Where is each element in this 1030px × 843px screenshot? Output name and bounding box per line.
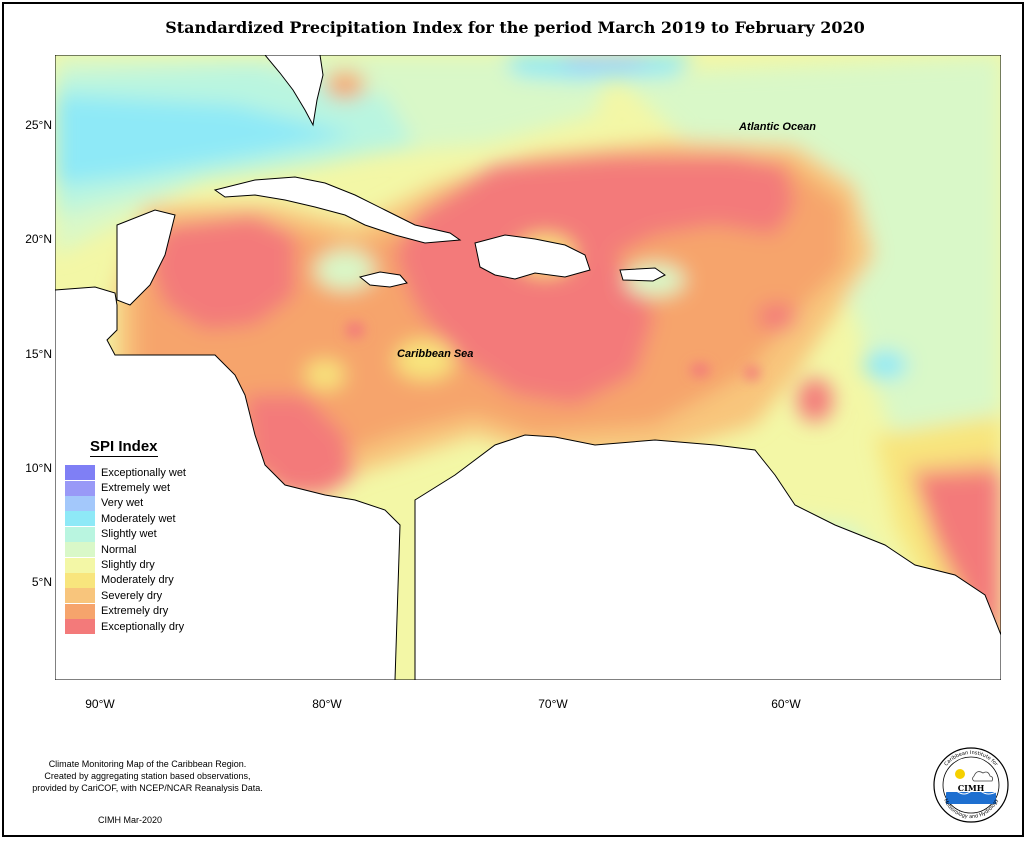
- legend-label: Extremely dry: [101, 605, 169, 618]
- legend-swatch: [65, 588, 95, 604]
- legend-swatch: [65, 511, 95, 527]
- logo-text: CIMH: [958, 783, 985, 793]
- legend-swatch: [65, 526, 95, 542]
- legend-swatch: [65, 465, 95, 481]
- credit-date: CIMH Mar-2020: [98, 815, 163, 825]
- sun-icon: [955, 769, 965, 779]
- legend-item: Normal: [65, 542, 235, 558]
- legend-item: Moderately dry: [65, 572, 235, 588]
- legend-title: SPI Index: [90, 438, 158, 457]
- spi-legend: SPI Index Exceptionally wet Extremely wet…: [65, 438, 235, 635]
- credit-line-1: Climate Monitoring Map of the Caribbean …: [48, 759, 247, 769]
- legend-swatch: [65, 480, 95, 496]
- legend-swatch: [65, 557, 95, 573]
- legend-item: Slightly dry: [65, 557, 235, 573]
- legend-label: Moderately dry: [101, 574, 174, 587]
- lon-tick-60: 60°W: [771, 697, 801, 711]
- lat-tick-10: 10°N: [25, 461, 52, 475]
- legend-item: Very wet: [65, 495, 235, 511]
- map-title: Standardized Precipitation Index for the…: [165, 18, 865, 37]
- atlantic-ocean-label: Atlantic Ocean: [738, 121, 816, 133]
- lon-tick-70: 70°W: [538, 697, 568, 711]
- legend-label: Normal: [101, 543, 137, 556]
- credit-line-3: provided by CariCOF, with NCEP/NCAR Rean…: [32, 783, 263, 793]
- legend-rows: Exceptionally wet Extremely wet Very wet Mo…: [65, 465, 235, 635]
- spi-map: Atlantic Ocean Caribbean Sea: [55, 55, 1001, 680]
- legend-swatch: [65, 495, 95, 511]
- caribbean-sea-label: Caribbean Sea: [397, 348, 473, 360]
- legend-swatch: [65, 542, 95, 558]
- legend-item: Exceptionally dry: [65, 619, 235, 635]
- legend-item: Moderately wet: [65, 511, 235, 527]
- credit-line-2: Created by aggregating station based obs…: [44, 771, 251, 781]
- legend-label: Exceptionally wet: [101, 466, 186, 479]
- legend-label: Slightly dry: [101, 559, 155, 572]
- lat-tick-5: 5°N: [31, 575, 52, 589]
- lat-tick-25: 25°N: [25, 118, 52, 132]
- lon-tick-90: 90°W: [85, 697, 115, 711]
- legend-label: Moderately wet: [101, 512, 176, 525]
- legend-item: Severely dry: [65, 588, 235, 604]
- cloud-icon: [972, 771, 994, 782]
- spi-map-canvas: Atlantic Ocean Caribbean Sea: [55, 55, 1001, 680]
- spi-fill-layer: [55, 55, 1001, 680]
- legend-swatch: [65, 572, 95, 588]
- legend-label: Slightly wet: [101, 528, 157, 541]
- lon-tick-80: 80°W: [312, 697, 342, 711]
- legend-label: Extremely wet: [101, 482, 171, 495]
- legend-swatch: [65, 603, 95, 619]
- lat-tick-20: 20°N: [25, 232, 52, 246]
- legend-label: Severely dry: [101, 589, 163, 602]
- legend-item: Extremely dry: [65, 603, 235, 619]
- legend-label: Very wet: [101, 497, 144, 510]
- legend-item: Slightly wet: [65, 526, 235, 542]
- legend-item: Exceptionally wet: [65, 465, 235, 481]
- lat-tick-15: 15°N: [25, 347, 52, 361]
- legend-swatch: [65, 619, 95, 635]
- legend-item: Extremely wet: [65, 480, 235, 496]
- cimh-logo: CIMH Caribbean Institute for Meteorology…: [932, 746, 1010, 824]
- legend-label: Exceptionally dry: [101, 620, 185, 633]
- land-layer: [55, 55, 1001, 680]
- map-credits: Climate Monitoring Map of the Caribbean …: [20, 758, 275, 794]
